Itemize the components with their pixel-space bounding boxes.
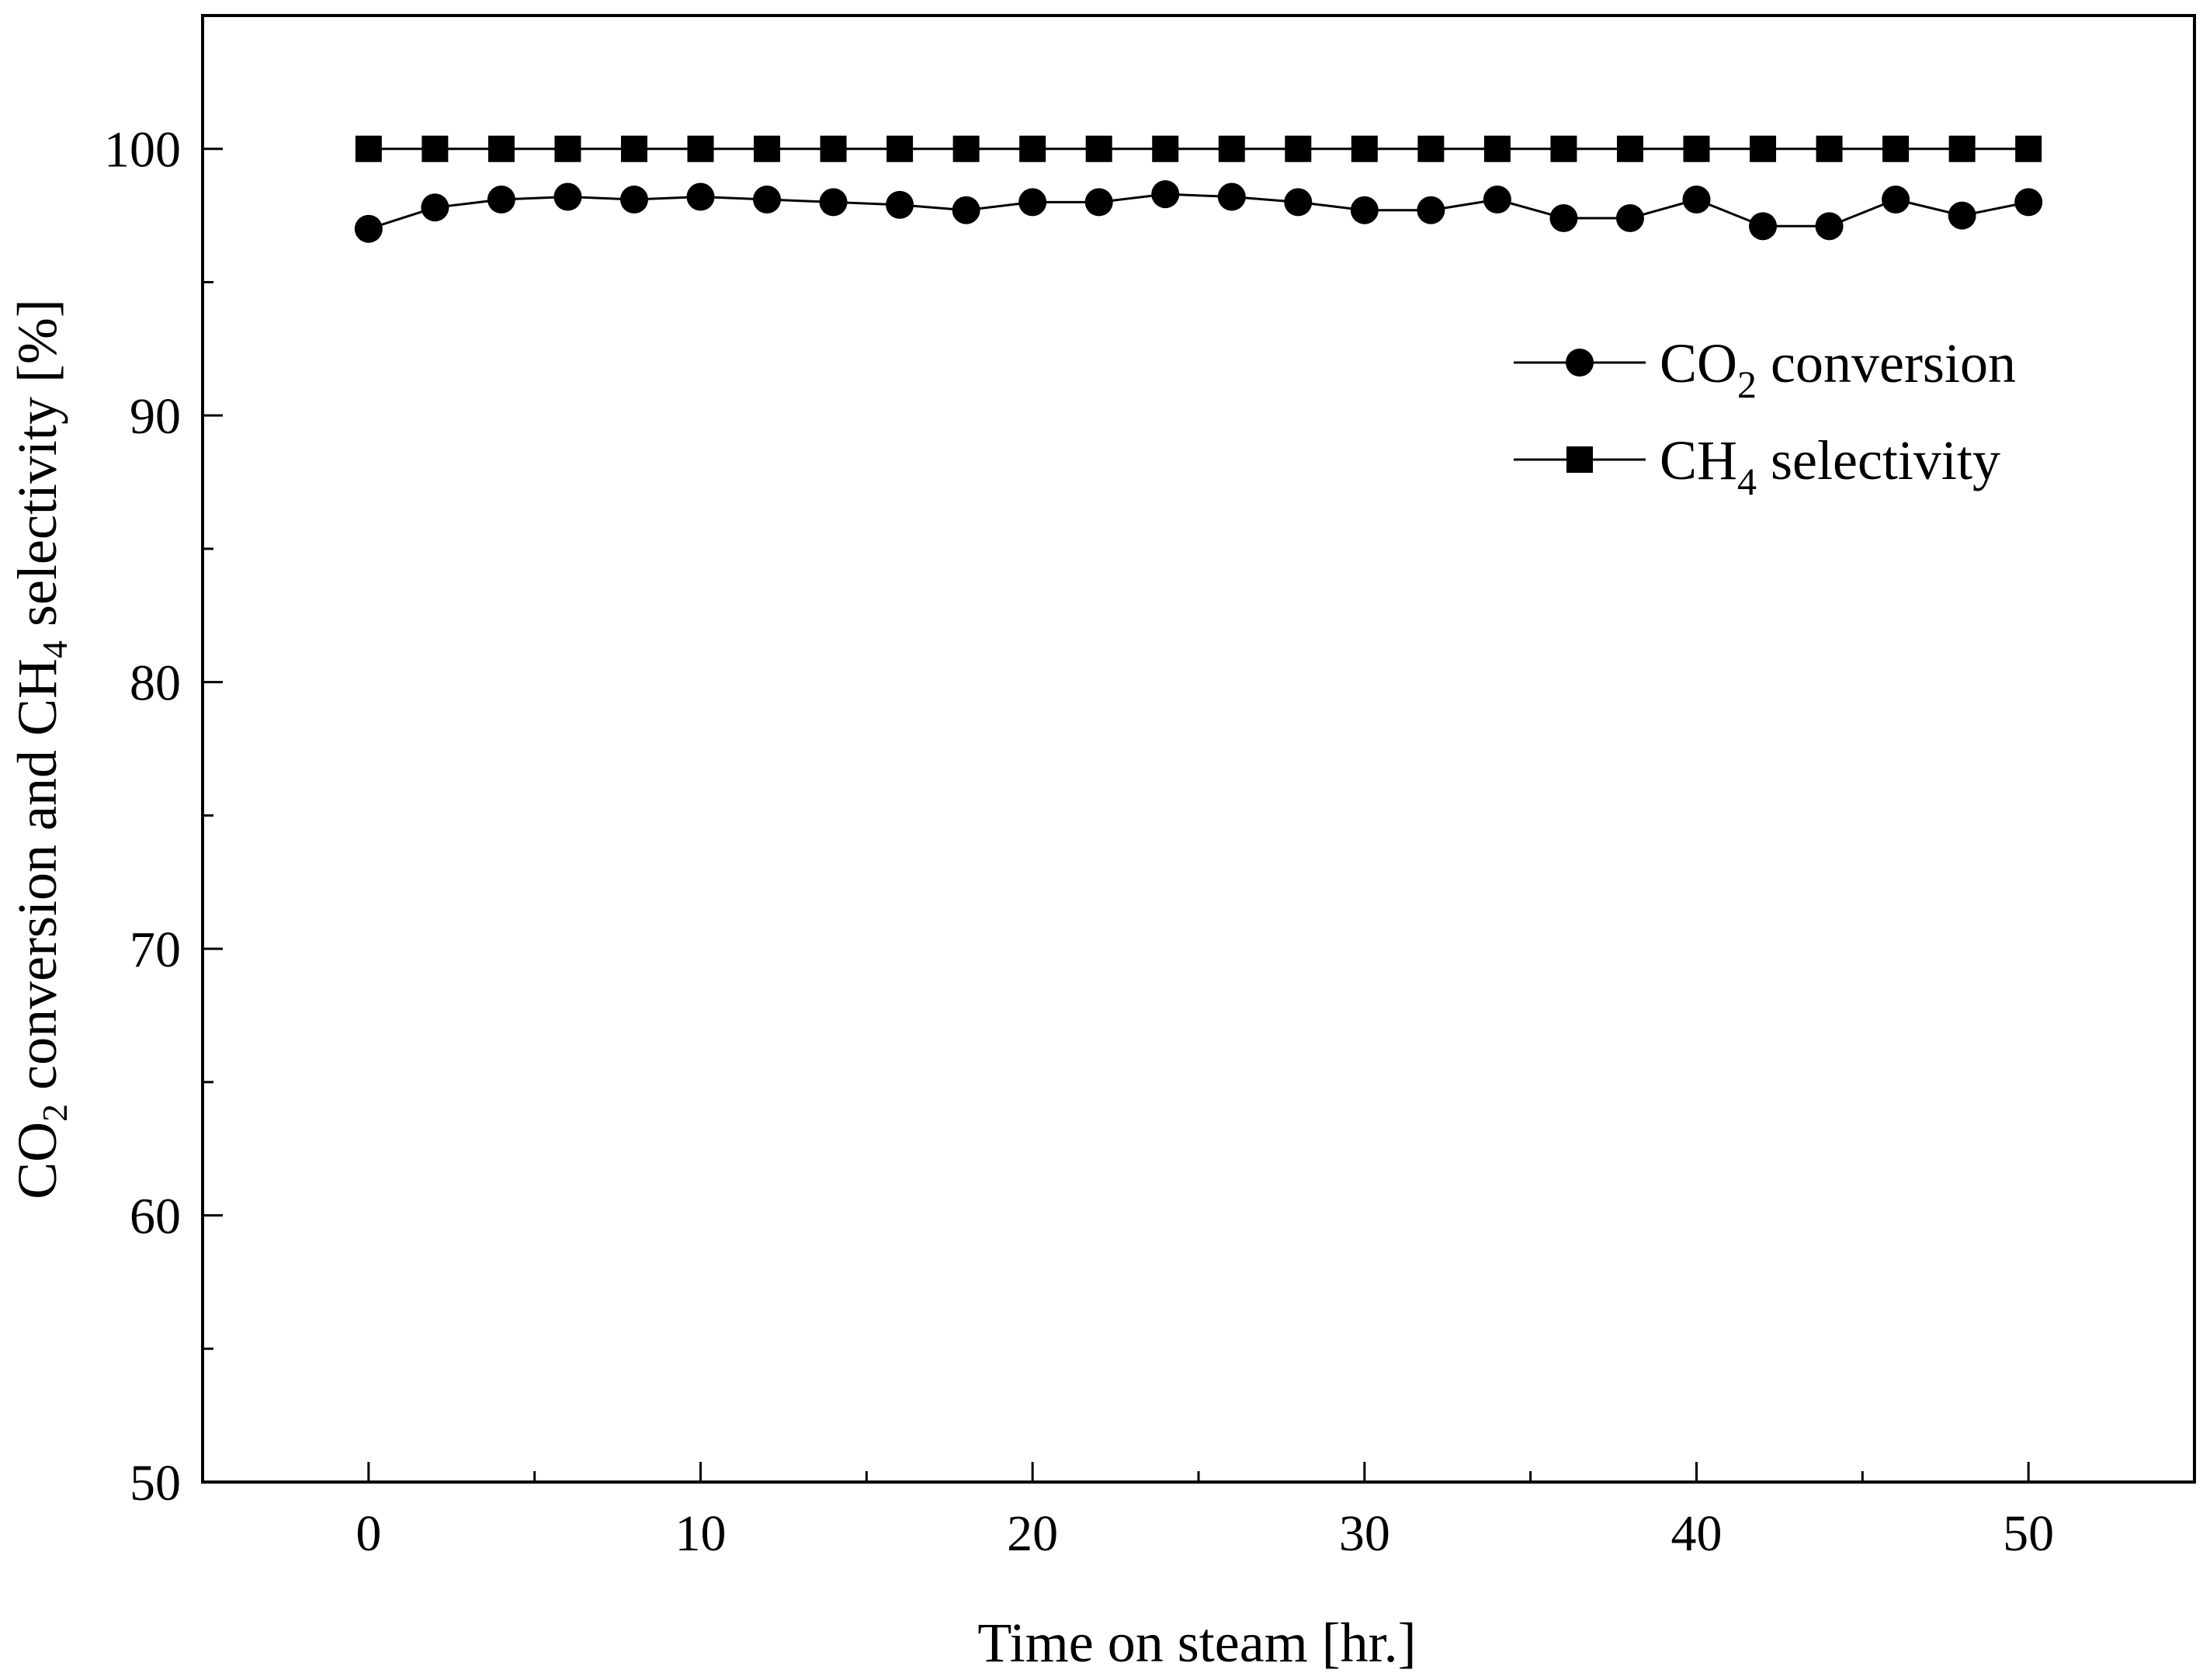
- data-point-square: [952, 135, 980, 162]
- data-point-square: [687, 135, 714, 162]
- data-point-circle: [487, 185, 515, 213]
- legend-marker-square: [1566, 446, 1593, 473]
- data-point-circle: [819, 188, 848, 217]
- data-point-square: [1152, 135, 1179, 162]
- plot-frame: [201, 14, 2196, 1484]
- data-point-circle: [1217, 182, 1246, 211]
- data-point-circle: [886, 190, 914, 219]
- data-point-square: [1550, 135, 1577, 162]
- x-tick-label: 40: [1671, 1505, 1723, 1562]
- data-point-square: [1948, 135, 1976, 162]
- data-point-circle: [753, 185, 782, 213]
- x-tick-label: 20: [1007, 1505, 1058, 1562]
- data-point-square: [1218, 135, 1245, 162]
- data-point-square: [754, 135, 781, 162]
- data-point-square: [1882, 135, 1910, 162]
- data-point-circle: [1948, 201, 1976, 230]
- data-point-square: [355, 135, 382, 162]
- x-tick-label: 30: [1339, 1505, 1390, 1562]
- x-axis-title: Time on steam [hr.]: [977, 1612, 1416, 1674]
- data-point-square: [1085, 135, 1112, 162]
- data-point-circle: [1350, 196, 1379, 224]
- legend: CO2 conversion CH4 selectivity: [1514, 332, 2016, 503]
- x-tick-label: 0: [356, 1505, 381, 1562]
- y-tick-label: 90: [130, 388, 181, 445]
- data-point-square: [1750, 135, 1777, 162]
- legend-label-ch4-selectivity: CH4 selectivity: [1660, 429, 2000, 503]
- data-point-circle: [354, 214, 383, 243]
- data-point-square: [422, 135, 449, 162]
- data-point-circle: [1084, 188, 1113, 217]
- data-point-square: [1285, 135, 1312, 162]
- data-point-circle: [1615, 204, 1644, 233]
- x-tick-label: 50: [2003, 1505, 2054, 1562]
- data-point-square: [1616, 135, 1643, 162]
- data-point-square: [1683, 135, 1710, 162]
- y-axis: 50 60 70 80 90 100: [104, 122, 223, 1512]
- legend-entry-ch4-selectivity: CH4 selectivity: [1514, 429, 2000, 503]
- x-tick-label: 10: [675, 1505, 727, 1562]
- data-point-circle: [686, 182, 715, 211]
- data-point-square: [1483, 135, 1511, 162]
- x-axis: 0 10 20 30 40 50: [356, 1462, 2054, 1562]
- data-point-circle: [1483, 185, 1511, 213]
- data-point-square: [1816, 135, 1843, 162]
- y-tick-label: 50: [130, 1455, 181, 1512]
- data-point-circle: [1749, 212, 1778, 241]
- y-axis-title: CO2 conversion and CH4 selectivity [%]: [6, 299, 75, 1199]
- data-point-circle: [1682, 185, 1711, 213]
- data-point-square: [487, 135, 515, 162]
- data-point-circle: [1417, 196, 1445, 224]
- legend-entry-co2-conversion: CO2 conversion: [1514, 332, 2016, 406]
- legend-marker-circle: [1566, 349, 1594, 377]
- y-tick-label: 100: [104, 122, 181, 179]
- data-point-circle: [1882, 185, 1910, 213]
- y-tick-label: 60: [130, 1189, 181, 1245]
- data-point-square: [886, 135, 914, 162]
- y-tick-label: 70: [130, 922, 181, 978]
- data-point-circle: [1018, 188, 1047, 217]
- data-point-circle: [553, 182, 582, 211]
- data-point-square: [554, 135, 581, 162]
- data-point-circle: [952, 196, 980, 224]
- data-point-square: [1019, 135, 1046, 162]
- data-point-circle: [1549, 204, 1578, 233]
- data-point-circle: [1151, 180, 1180, 209]
- data-point-circle: [619, 185, 648, 213]
- data-point-square: [1417, 135, 1445, 162]
- data-point-square: [820, 135, 847, 162]
- data-point-square: [2015, 135, 2042, 162]
- data-point-square: [620, 135, 647, 162]
- data-point-circle: [421, 193, 449, 222]
- legend-label-co2-conversion: CO2 conversion: [1660, 332, 2016, 406]
- series-layer: [354, 135, 2043, 243]
- y-tick-label: 80: [130, 655, 181, 712]
- data-point-square: [1351, 135, 1378, 162]
- data-point-circle: [1284, 188, 1313, 217]
- data-point-circle: [2014, 188, 2043, 217]
- series-line-co2-conversion: [368, 193, 2029, 231]
- data-point-circle: [1815, 212, 1844, 241]
